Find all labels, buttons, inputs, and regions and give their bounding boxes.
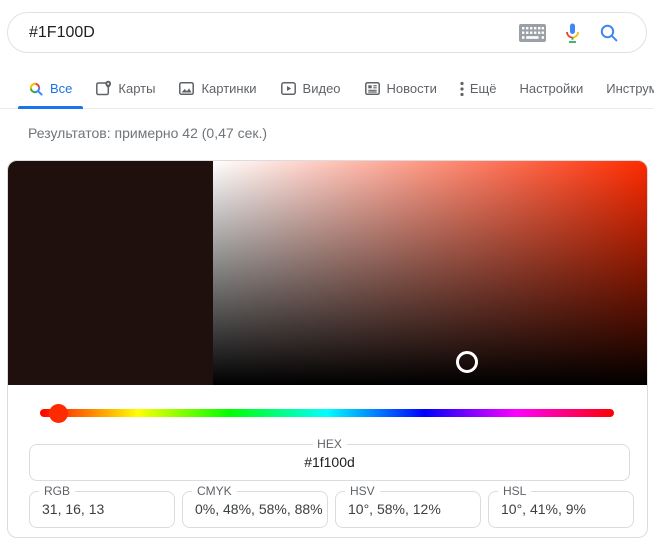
hsl-field[interactable]: HSL 10°, 41%, 9% (488, 484, 634, 528)
tab-videos[interactable]: Видео (280, 80, 341, 97)
tab-more[interactable]: Ещё (460, 81, 497, 97)
hex-field-value[interactable]: #1f100d (304, 454, 355, 470)
tab-tools[interactable]: Инструменты (606, 81, 654, 96)
news-icon (364, 80, 381, 97)
hsv-field[interactable]: HSV 10°, 58%, 12% (335, 484, 481, 528)
images-icon (178, 80, 195, 97)
cmyk-field-label: CMYK (192, 484, 237, 498)
rgb-field-label: RGB (39, 484, 76, 498)
picker-area (8, 161, 647, 385)
tab-all[interactable]: Все (28, 81, 72, 97)
cmyk-field[interactable]: CMYK 0%, 48%, 58%, 88% (182, 484, 328, 528)
keyboard-icon[interactable] (519, 23, 546, 42)
tab-settings[interactable]: Настройки (519, 81, 583, 96)
tab-settings-label: Настройки (519, 81, 584, 96)
hex-field[interactable]: HEX #1f100d (29, 437, 630, 481)
hsv-field-label: HSV (345, 484, 380, 498)
hsl-field-value[interactable]: 10°, 41%, 9% (501, 501, 586, 517)
saturation-value-cursor[interactable] (456, 351, 478, 373)
selected-color-preview (8, 161, 213, 385)
search-bar-icons (519, 23, 619, 43)
search-icon[interactable] (599, 23, 619, 43)
search-input[interactable]: #1F100D (29, 23, 95, 41)
tab-maps-label: Карты (118, 81, 156, 96)
hue-slider-handle[interactable] (49, 404, 68, 423)
tab-more-label: Ещё (469, 81, 497, 96)
more-dots-icon (460, 81, 464, 97)
color-picker-card: HEX #1f100d RGB 31, 16, 13 CMYK 0%, 48%,… (7, 160, 648, 538)
tab-tools-label: Инструменты (606, 81, 654, 96)
tab-all-label: Все (50, 81, 73, 96)
tab-news[interactable]: Новости (364, 80, 437, 97)
cmyk-field-value[interactable]: 0%, 48%, 58%, 88% (195, 501, 323, 517)
hsv-field-value[interactable]: 10°, 58%, 12% (348, 501, 441, 517)
hex-field-label: HEX (312, 437, 347, 451)
rgb-field-value[interactable]: 31, 16, 13 (42, 501, 105, 517)
search-colored-icon (28, 81, 44, 97)
maps-icon (95, 80, 112, 97)
microphone-icon[interactable] (565, 23, 580, 43)
active-tab-underline (18, 106, 83, 109)
saturation-value-panel[interactable] (213, 161, 647, 385)
tab-news-label: Новости (386, 81, 437, 96)
tab-videos-label: Видео (302, 81, 341, 96)
rgb-field[interactable]: RGB 31, 16, 13 (29, 484, 175, 528)
hsl-field-label: HSL (498, 484, 532, 498)
result-type-tabs: Все Карты Картинки (0, 69, 654, 109)
tab-images[interactable]: Картинки (178, 80, 257, 97)
tab-maps[interactable]: Карты (95, 80, 155, 97)
hue-slider-track[interactable] (40, 409, 614, 417)
result-stats: Результатов: примерно 42 (0,47 сек.) (28, 125, 268, 141)
video-icon (280, 80, 297, 97)
search-bar[interactable]: #1F100D (7, 12, 647, 53)
tab-images-label: Картинки (201, 81, 257, 96)
